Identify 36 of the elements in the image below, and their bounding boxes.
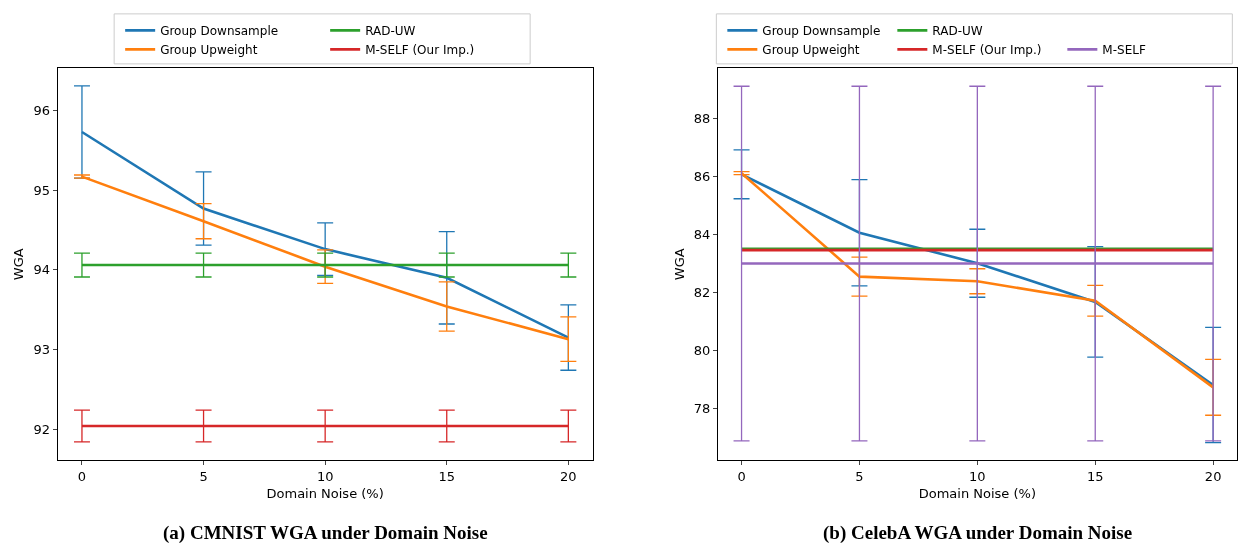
y-tick-label: 95 [33, 182, 51, 198]
y-tick-label: 96 [33, 103, 51, 119]
y-tick-label: 84 [693, 227, 711, 243]
legend-label: Group Downsample [160, 24, 279, 39]
legend-label: RAD-UW [365, 24, 416, 39]
x-tick-label: 15 [438, 468, 456, 484]
x-tick-label: 5 [855, 468, 864, 484]
x-tick-label: 20 [560, 468, 577, 484]
x-tick-label: 0 [737, 468, 746, 484]
y-axis-title: WGA [671, 248, 687, 281]
y-tick-label: 78 [693, 401, 711, 417]
x-tick-label: 15 [1086, 468, 1104, 484]
y-tick-label: 80 [693, 343, 711, 359]
y-tick-label: 88 [693, 110, 711, 126]
x-tick-label: 10 [969, 468, 986, 484]
y-tick-label: 82 [693, 285, 711, 301]
x-tick-label: 20 [1204, 468, 1222, 484]
legend-label: M-SELF (Our Imp.) [365, 43, 475, 58]
text: (b) CelebA WGA under Domain Noise [823, 522, 1133, 544]
y-tick-label: 94 [33, 262, 51, 278]
x-tick-label: 10 [316, 468, 334, 484]
x-tick-label: 0 [77, 468, 87, 484]
x-tick-label: 5 [199, 468, 208, 484]
y-tick-label: 86 [693, 168, 711, 184]
y-tick-label: 93 [33, 342, 51, 358]
text: (a) CMNIST WGA under Domain Noise [163, 522, 488, 544]
x-axis-title: Domain Noise (%) [918, 486, 1036, 502]
legend-label: Group Upweight [160, 43, 258, 58]
y-axis-title: WGA [11, 248, 27, 281]
legend-label: Group Upweight [762, 43, 860, 58]
y-tick-label: 92 [33, 421, 51, 437]
legend-label: M-SELF [1102, 43, 1146, 58]
legend-label: Group Downsample [762, 24, 881, 39]
legend-label: RAD-UW [932, 24, 983, 39]
x-axis-title: Domain Noise (%) [266, 486, 384, 502]
legend-label: M-SELF (Our Imp.) [932, 43, 1042, 58]
